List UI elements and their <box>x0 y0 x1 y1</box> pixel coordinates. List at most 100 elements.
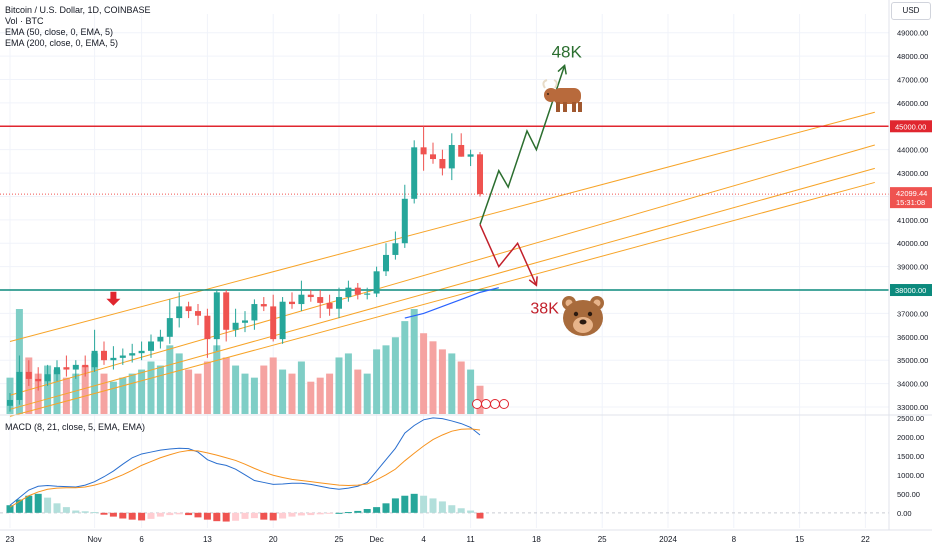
trendline-layer <box>9 111 875 417</box>
macd-legend[interactable]: MACD (8, 21, close, 5, EMA, EMA) <box>5 422 146 432</box>
macd-histogram-bar <box>401 495 409 513</box>
candle-body <box>345 287 352 298</box>
candle-body <box>364 293 371 295</box>
candle-body <box>279 301 286 340</box>
candle-body <box>317 297 324 303</box>
candle-body <box>7 399 13 406</box>
candle-body <box>251 304 258 321</box>
price-tick-label: 39000.00 <box>897 263 928 272</box>
macd-tick-label: 2000.00 <box>897 433 924 442</box>
macd-histogram-bar <box>25 495 33 513</box>
candle-body <box>336 297 342 309</box>
bear-scenario-path <box>479 224 538 286</box>
trendline <box>9 144 875 396</box>
volume-bar <box>438 349 446 414</box>
volume-bar <box>166 345 174 414</box>
volume-bar <box>429 341 437 414</box>
currency-button[interactable]: USD <box>891 2 931 20</box>
macd-histogram-bar <box>6 505 14 513</box>
volume-bar <box>476 385 484 414</box>
time-tick-label: 8 <box>732 535 737 544</box>
trendline <box>9 111 875 342</box>
legend-ema200[interactable]: EMA (200, close, 0, EMA, 5) <box>5 38 119 48</box>
candle-body <box>195 311 201 316</box>
volume-bar <box>213 345 221 414</box>
volume-bar <box>156 365 164 414</box>
volume-bar <box>128 373 136 414</box>
time-tick-label: 11 <box>466 535 475 544</box>
candle-body <box>373 271 380 294</box>
trendline <box>9 181 875 417</box>
macd-histogram-bar <box>326 512 334 514</box>
macd-histogram-bar <box>288 512 296 517</box>
legend-symbol[interactable]: Bitcoin / U.S. Dollar, 1D, COINBASE <box>5 5 151 15</box>
time-tick-label: 23 <box>6 535 15 544</box>
volume-bar <box>363 373 371 414</box>
macd-histogram-bar <box>119 512 127 519</box>
candle-body <box>223 292 230 330</box>
macd-histogram-bar <box>279 512 287 519</box>
level-layer <box>0 125 889 291</box>
price-tick-label: 41000.00 <box>897 216 928 225</box>
candle-body <box>44 374 51 382</box>
candle-body <box>467 154 474 157</box>
candle-body <box>54 367 60 375</box>
volume-bar <box>81 365 89 414</box>
countdown-label: 15:31:08 <box>896 198 925 207</box>
volume-bar <box>44 365 52 414</box>
bull-scenario-path <box>479 65 566 225</box>
level-price-label: 38000.00 <box>895 286 926 295</box>
price-tick-label: 43000.00 <box>897 169 928 178</box>
macd-histogram-bar <box>232 512 240 521</box>
macd-histogram-bar <box>410 493 418 513</box>
macd-histogram-bar <box>81 511 89 513</box>
candle-body <box>176 306 183 319</box>
candle-body <box>72 364 79 370</box>
volume-bar <box>307 381 315 414</box>
macd-histogram-bar <box>448 505 456 513</box>
macd-tick-label: 500.00 <box>897 490 920 499</box>
candle-body <box>101 350 107 361</box>
event-icon <box>499 399 509 409</box>
icon-layer <box>472 79 604 409</box>
legend-volume[interactable]: Vol · BTC <box>5 16 44 26</box>
candle-body <box>477 154 483 195</box>
macd-tick-label: 0.00 <box>897 509 912 518</box>
macd-histogram-bar <box>128 512 136 520</box>
macd-histogram-bar <box>269 512 277 521</box>
price-tick-label: 35000.00 <box>897 356 928 365</box>
event-icon <box>490 399 500 409</box>
event-icon <box>472 399 482 409</box>
macd-histogram-bar <box>156 512 164 517</box>
volume-bar <box>420 333 428 414</box>
candle-layer <box>7 126 483 412</box>
macd-histogram-bar <box>44 497 52 513</box>
candle-body <box>232 322 239 330</box>
candle-body <box>148 341 154 351</box>
volume-bar <box>222 357 230 414</box>
macd-histogram-bar <box>109 512 117 517</box>
volume-bar <box>373 349 381 414</box>
macd-histogram-bar <box>194 512 202 518</box>
candle-body <box>401 198 408 244</box>
ema-line <box>404 287 499 319</box>
bull-scenario-arrowhead <box>557 63 567 75</box>
macd-tick-label: 1500.00 <box>897 452 924 461</box>
candle-body <box>138 350 145 354</box>
scenario-layer: 48K 38K <box>106 42 583 317</box>
legend-ema50[interactable]: EMA (50, close, 0, EMA, 5) <box>5 27 114 37</box>
bull-target-label: 48K <box>552 42 583 61</box>
volume-bar <box>203 361 211 414</box>
chart-legend: Bitcoin / U.S. Dollar, 1D, COINBASE Vol … <box>5 5 151 49</box>
time-tick-label: Nov <box>87 535 101 544</box>
time-tick-label: 25 <box>335 535 344 544</box>
volume-bar <box>344 353 352 414</box>
volume-bar <box>269 357 277 414</box>
volume-bar <box>391 337 399 414</box>
volume-bar <box>316 377 324 414</box>
candle-body <box>420 147 427 155</box>
macd-histogram-bar <box>457 508 465 513</box>
macd-histogram-bar <box>175 512 183 515</box>
time-tick-label: 18 <box>532 535 541 544</box>
